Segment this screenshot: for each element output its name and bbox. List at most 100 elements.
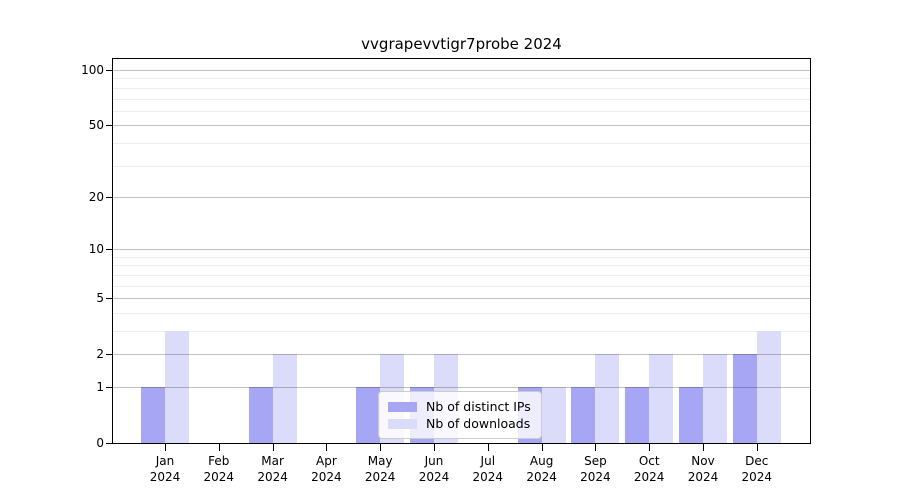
bar-downloads-oct: [649, 354, 674, 443]
gridline-minor-70: [113, 98, 810, 100]
gridline-major-100: [113, 70, 810, 71]
xtick-mark-apr: [326, 444, 328, 451]
xtick-year-dec: 2024: [741, 470, 773, 484]
gridline-minor-6: [113, 285, 810, 287]
bar-ips-may: [356, 387, 381, 443]
ytick-label-10: 10: [88, 242, 104, 257]
bar-ips-jan: [141, 387, 165, 443]
legend-label-distinct-ips: Nb of distinct IPs: [426, 399, 531, 414]
ytick-mark-2: [106, 354, 113, 356]
xtick-label-jul: Jul 2024: [460, 453, 516, 485]
xtick-year-feb: 2024: [203, 470, 235, 484]
xtick-month-aug: Aug: [529, 454, 554, 468]
xtick-month-feb: Feb: [208, 454, 230, 468]
xtick-label-oct: Oct 2024: [621, 453, 677, 485]
legend-row-downloads: Nb of downloads: [388, 415, 531, 432]
xtick-year-aug: 2024: [526, 470, 557, 484]
xtick-year-apr: 2024: [311, 470, 342, 484]
gridline-minor-80: [113, 87, 810, 89]
xtick-mark-mar: [272, 444, 274, 451]
xtick-month-oct: Oct: [638, 454, 660, 468]
xtick-label-mar: Mar 2024: [245, 453, 301, 485]
ytick-label-1: 1: [96, 379, 104, 394]
ytick-mark-20: [106, 196, 113, 198]
xtick-label-sep: Sep 2024: [567, 453, 623, 485]
legend-label-downloads: Nb of downloads: [426, 416, 531, 431]
legend-swatch-downloads: [388, 418, 417, 429]
xtick-label-nov: Nov 2024: [675, 453, 731, 485]
xtick-month-mar: Mar: [261, 454, 284, 468]
xtick-month-apr: Apr: [316, 454, 337, 468]
bar-downloads-mar: [272, 354, 297, 443]
xtick-month-may: May: [367, 454, 393, 468]
gridline-minor-8: [113, 265, 810, 267]
bar-ips-oct: [625, 387, 650, 443]
gridline-minor-90: [113, 78, 810, 80]
xtick-mark-dec: [756, 444, 758, 451]
xtick-year-may: 2024: [364, 470, 396, 484]
ytick-mark-100: [106, 70, 113, 71]
gridline-minor-30: [113, 165, 810, 167]
xtick-label-apr: Apr 2024: [298, 453, 354, 485]
xtick-month-dec: Dec: [745, 454, 769, 468]
ytick-mark-1: [106, 387, 113, 388]
xtick-mark-oct: [649, 444, 651, 451]
plot-area: Nb of distinct IPs Nb of downloads: [112, 58, 811, 444]
gridline-major-5: [113, 298, 810, 300]
bar-downloads-sep: [595, 354, 620, 443]
gridline-minor-4: [113, 312, 810, 314]
xtick-mark-sep: [595, 444, 597, 451]
xtick-year-jul: 2024: [472, 470, 504, 484]
xtick-month-jan: Jan: [155, 454, 175, 468]
xtick-label-aug: Aug 2024: [514, 453, 570, 485]
gridline-major-1: [113, 387, 810, 388]
bar-ips-dec: [732, 354, 757, 443]
xtick-year-oct: 2024: [633, 470, 665, 484]
xtick-label-dec: Dec 2024: [729, 453, 785, 485]
xtick-mark-jul: [487, 444, 489, 451]
xtick-year-jun: 2024: [418, 470, 450, 484]
ytick-label-100: 100: [81, 63, 104, 77]
bar-downloads-jan: [165, 331, 189, 443]
xtick-year-jan: 2024: [149, 470, 181, 484]
gridline-minor-9: [113, 256, 810, 258]
xtick-month-sep: Sep: [584, 454, 607, 468]
bar-ips-sep: [571, 387, 596, 443]
ytick-label-5: 5: [96, 291, 104, 306]
chart-title: vvgrapevvtigr7probe 2024: [361, 35, 562, 53]
legend-row-distinct-ips: Nb of distinct IPs: [388, 398, 531, 415]
xtick-month-jun: Jun: [424, 454, 444, 468]
xtick-label-jun: Jun 2024: [406, 453, 462, 485]
xtick-label-may: May 2024: [352, 453, 408, 485]
xtick-year-sep: 2024: [580, 470, 611, 484]
bar-downloads-nov: [703, 354, 727, 443]
gridline-minor-60: [113, 110, 810, 112]
gridline-minor-7: [113, 274, 810, 276]
gridline-major-10: [113, 249, 810, 251]
ytick-mark-50: [106, 125, 113, 127]
xtick-mark-may: [380, 444, 382, 451]
legend-swatch-distinct-ips: [388, 401, 417, 412]
bar-downloads-dec: [756, 331, 781, 443]
xtick-mark-nov: [703, 444, 704, 451]
gridline-major-2: [113, 354, 810, 356]
xtick-label-jan: Jan 2024: [137, 453, 193, 485]
gridline-major-50: [113, 125, 810, 127]
xtick-mark-jun: [434, 444, 435, 451]
ytick-mark-10: [106, 249, 113, 251]
ytick-label-50: 50: [88, 118, 104, 133]
xtick-mark-jan: [165, 444, 166, 451]
gridline-minor-3: [113, 331, 810, 332]
xtick-year-mar: 2024: [257, 470, 288, 484]
ytick-mark-5: [106, 298, 113, 300]
xtick-month-jul: Jul: [480, 454, 496, 468]
xtick-mark-feb: [218, 444, 220, 451]
ytick-label-2: 2: [96, 347, 104, 362]
legend: Nb of distinct IPs Nb of downloads: [378, 391, 542, 439]
ytick-mark-0: [106, 443, 113, 444]
gridline-minor-40: [113, 142, 810, 144]
xtick-mark-aug: [541, 444, 543, 451]
ytick-label-0: 0: [96, 436, 104, 450]
bar-ips-mar: [248, 387, 273, 443]
